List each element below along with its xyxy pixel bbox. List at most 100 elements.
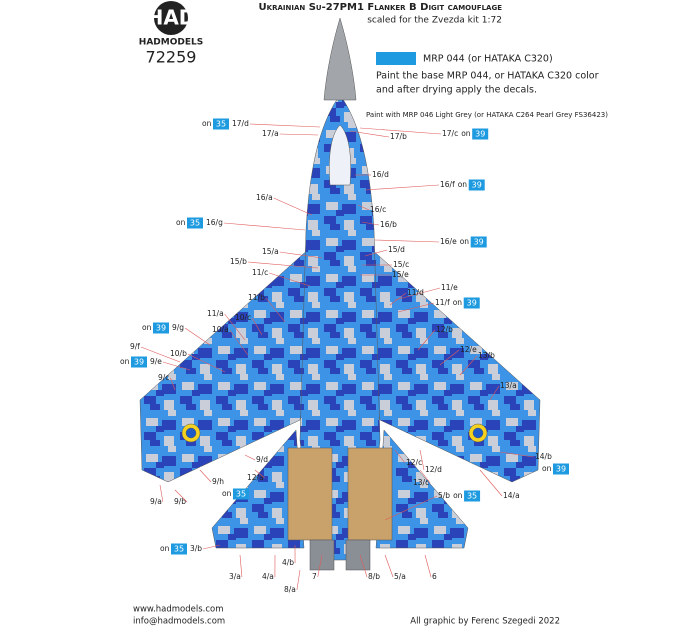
- instruction: and after drying apply the decals.: [376, 85, 537, 96]
- leader-line: [374, 239, 440, 243]
- callout-label: 17/a: [262, 129, 279, 138]
- badge-number: 35: [236, 490, 246, 499]
- callout-label: 16/a: [256, 193, 273, 202]
- website: www.hadmodels.com: [133, 605, 224, 615]
- leader-line: [394, 449, 406, 464]
- badge-box: [171, 543, 187, 555]
- leader-line: [170, 377, 176, 391]
- leader-line: [251, 317, 263, 336]
- callout-label: 3/a: [229, 572, 241, 581]
- callout-label: 11/b: [248, 293, 265, 302]
- callout-label: 10/c: [235, 313, 251, 322]
- callout-label: 9/e: [150, 357, 162, 366]
- leader-line: [162, 361, 191, 371]
- callout-label: 13/c: [413, 478, 429, 487]
- leader-line: [489, 385, 500, 401]
- callout-label: 14/b: [535, 452, 552, 461]
- badge-box: [470, 236, 487, 248]
- badge-box: [468, 179, 485, 191]
- callout-label: 16/d: [372, 170, 389, 179]
- badge-box: [472, 128, 489, 140]
- paint-swatch: [376, 52, 416, 65]
- leader-line: [499, 451, 535, 458]
- leader-line: [269, 272, 311, 287]
- badge-on: on: [222, 489, 232, 498]
- callout-label: 6: [432, 572, 437, 581]
- leader-line: [394, 287, 441, 301]
- callout-label: 15/e: [392, 270, 409, 279]
- callout-label: 9/h: [212, 477, 224, 486]
- leader-line: [244, 454, 256, 461]
- callout-label: 17/c: [442, 129, 458, 138]
- callout-label: 9/g: [172, 323, 184, 332]
- callout-label: 9/c: [158, 373, 169, 382]
- leader-line: [279, 251, 323, 259]
- leader-line: [202, 544, 221, 550]
- leader-line: [419, 469, 431, 484]
- leader-line: [349, 130, 390, 138]
- leader-line: [249, 123, 321, 128]
- callout-label: 12/a: [247, 473, 264, 482]
- badge-box: [153, 322, 169, 334]
- leader-line: [273, 197, 313, 216]
- callout-label: 4/b: [282, 558, 294, 567]
- badge-number: 39: [475, 130, 485, 139]
- leader-line: [439, 349, 460, 366]
- badge-on: on: [461, 129, 471, 138]
- callout-label: 16/g: [206, 218, 223, 227]
- callout-label: 17/d: [232, 119, 249, 128]
- callout-label: 5/b: [438, 491, 450, 500]
- leader-line: [459, 355, 478, 376]
- callout-label: 10/b: [170, 349, 187, 358]
- logo-text: HAD: [147, 6, 196, 30]
- badge-on: on: [176, 218, 186, 227]
- paint-name: MRP 044 (or HATAKA C320): [423, 54, 553, 65]
- badge-on: on: [542, 464, 552, 473]
- callout-label: 16/b: [380, 220, 397, 229]
- callout-label: 15/d: [388, 245, 405, 254]
- leader-line: [397, 302, 435, 313]
- aircraft: [139, 17, 541, 571]
- badge-box: [463, 297, 480, 309]
- leader-line: [361, 221, 380, 226]
- leader-line: [265, 297, 286, 323]
- leader-line: [479, 469, 503, 497]
- credit: All graphic by Ferenc Szegedi 2022: [410, 617, 560, 627]
- callout-label: 12/e: [460, 345, 477, 354]
- leader-line: [229, 329, 249, 356]
- badge-box: [131, 356, 147, 368]
- badge-on: on: [142, 323, 152, 332]
- leader-line: [279, 133, 319, 136]
- callout-label: 9/f: [130, 342, 140, 351]
- badge-on: on: [458, 180, 468, 189]
- leader-line: [254, 469, 265, 479]
- leader-line: [187, 353, 226, 373]
- badge-on: on: [453, 491, 463, 500]
- logo: HAD HADMODELS 72259: [139, 1, 203, 67]
- badge-number: 35: [174, 545, 184, 554]
- leader-line: [359, 554, 368, 578]
- callout-label: 16/c: [370, 205, 386, 214]
- callout-label: 7: [312, 572, 317, 581]
- leader-line: [296, 569, 301, 591]
- callout-label: 15/b: [230, 257, 247, 266]
- callout-label: 5/a: [394, 572, 406, 581]
- leader-line: [424, 554, 432, 578]
- callout-label: 15/c: [393, 260, 409, 269]
- leader-line: [174, 489, 188, 503]
- instruction: Paint the base MRP 044, or HATAKA C320 c…: [376, 71, 599, 82]
- leader-line: [357, 204, 370, 211]
- grey-note: Paint with MRP 046 Light Grey (or HATAKA…: [366, 111, 608, 119]
- callout-label: 12/c: [406, 458, 422, 467]
- badge-number: 35: [467, 492, 477, 501]
- badge-on: on: [460, 237, 470, 246]
- leader-line: [417, 329, 436, 351]
- badge-box: [233, 488, 249, 500]
- callout-label: 9/d: [256, 455, 268, 464]
- callout-label: 17/b: [390, 132, 407, 141]
- callout-label: 12/d: [425, 465, 442, 474]
- brand: HADMODELS: [139, 38, 203, 48]
